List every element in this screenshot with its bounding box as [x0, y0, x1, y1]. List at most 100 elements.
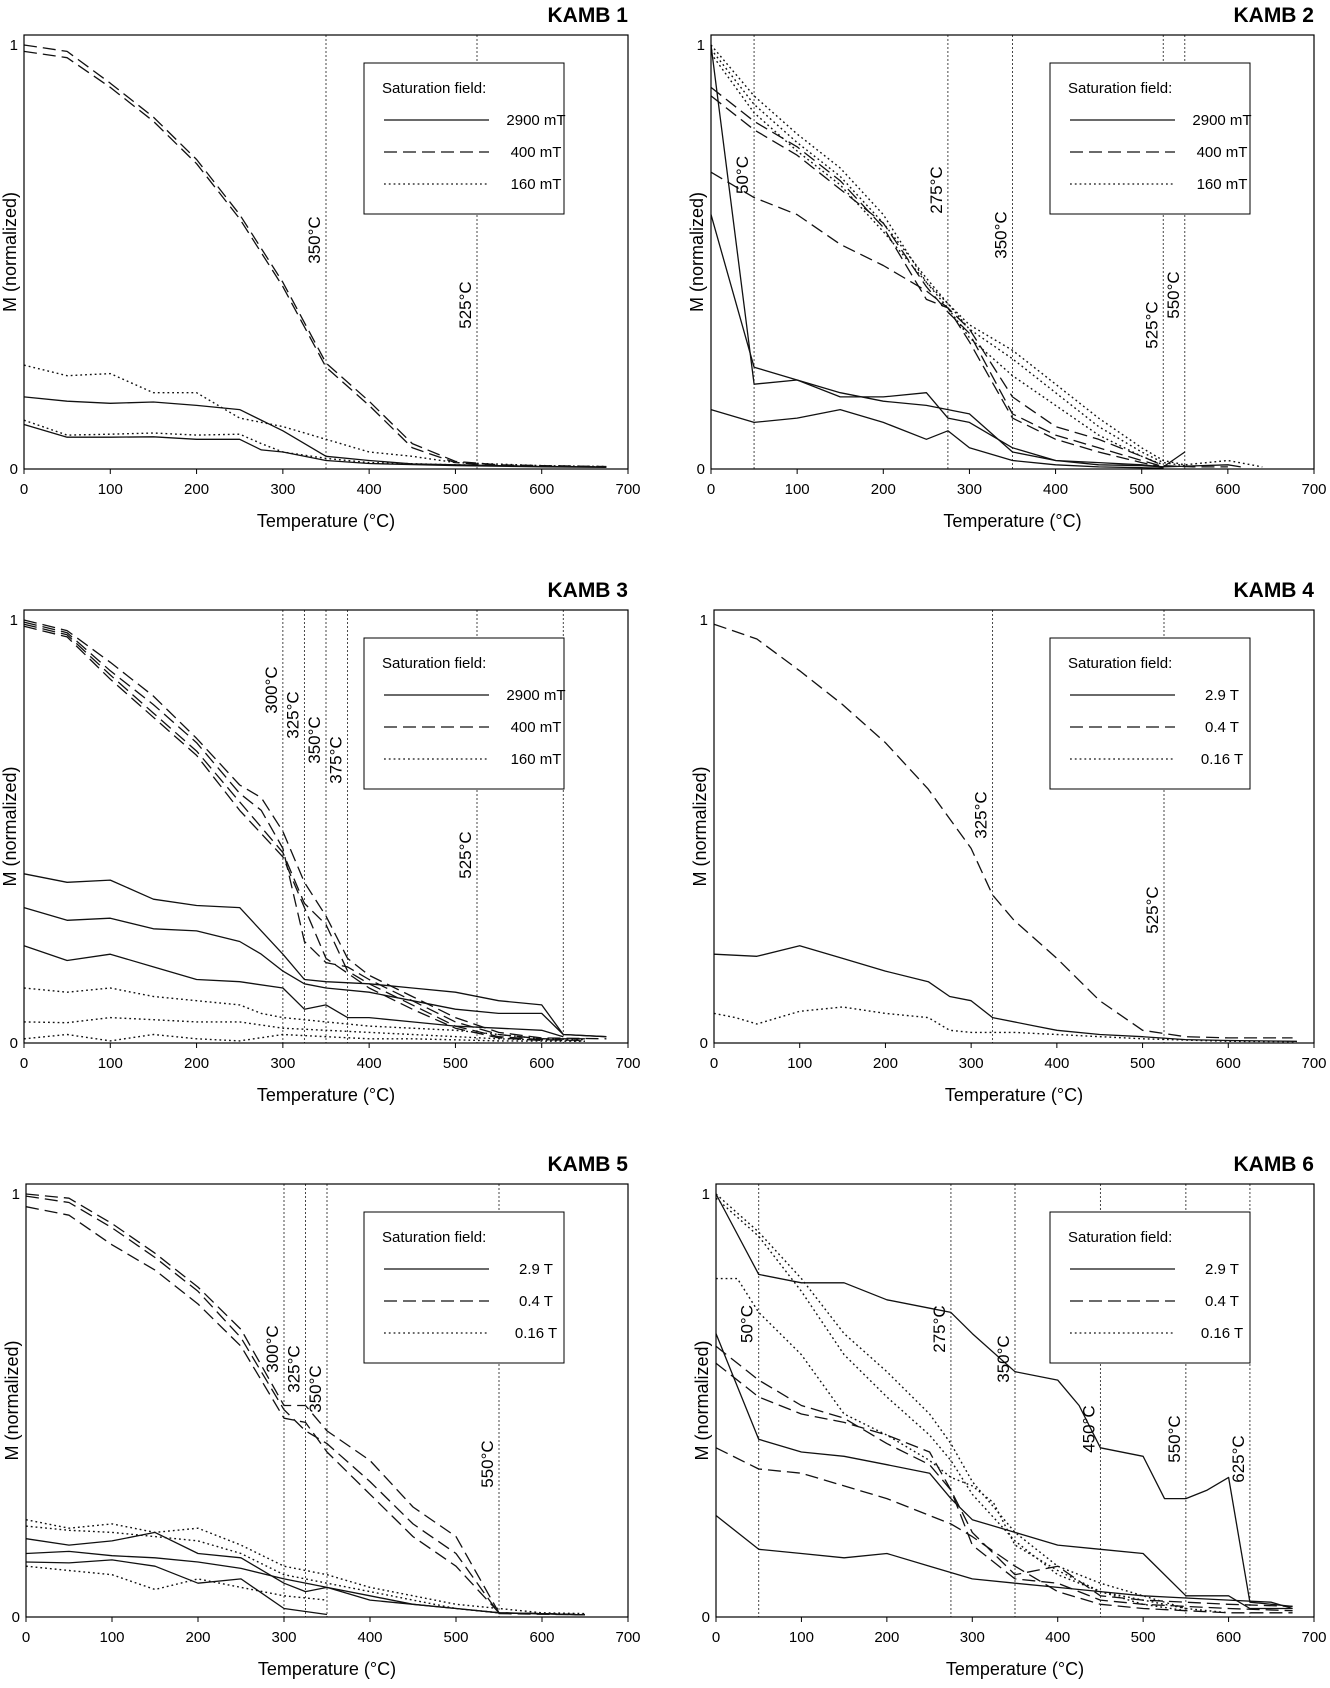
series-line-solid [710, 214, 1241, 468]
plot-frame [23, 609, 629, 1044]
chart-panel-4: KAMB 4 325°C 525°C 0 100 200 300 400 500 600 700 0 1… [690, 579, 1327, 1105]
reference-line-label: 450°C [1079, 1405, 1098, 1452]
reference-line-label: 525°C [1142, 301, 1161, 348]
series-line-dash [710, 86, 1228, 468]
x-tick-label: 500 [443, 1055, 468, 1072]
x-tick-label: 400 [1045, 1629, 1070, 1646]
legend-item-label: 0.4 T [1205, 1293, 1239, 1310]
series-line-solid [25, 1559, 328, 1616]
reference-line-label: 350°C [994, 1335, 1013, 1382]
reference-line-label: 550°C [1165, 1415, 1184, 1462]
y-axis-label: M (normalized) [690, 766, 710, 886]
x-axis-label: Temperature (°C) [257, 511, 395, 531]
reference-line-label: 525°C [1143, 886, 1162, 933]
series-line-dash [23, 625, 542, 1042]
x-tick-label: 100 [785, 481, 810, 498]
x-tick-label: 700 [1301, 1055, 1326, 1072]
x-tick-label: 700 [615, 481, 640, 498]
plot-frame [25, 1183, 629, 1618]
x-tick-label: 500 [1130, 1055, 1155, 1072]
series-line-dash [715, 1447, 1293, 1614]
series-line-dot [25, 1565, 328, 1601]
x-tick-label: 300 [957, 481, 982, 498]
y-axis-label: M (normalized) [692, 1340, 712, 1460]
y-tick-label: 1 [697, 37, 705, 54]
x-tick-label: 300 [270, 481, 295, 498]
x-tick-label: 200 [871, 481, 896, 498]
legend-item-label: 160 mT [511, 751, 562, 768]
series-line-solid [25, 1550, 586, 1616]
x-tick-label: 600 [1215, 481, 1240, 498]
panel-title: KAMB 4 [1233, 579, 1314, 602]
x-tick-label: 100 [98, 481, 123, 498]
reference-line-label: 275°C [930, 1305, 949, 1352]
x-tick-label: 200 [873, 1055, 898, 1072]
reference-line-label: 375°C [327, 736, 346, 783]
legend-title: Saturation field: [382, 655, 486, 672]
reference-line-label: 350°C [305, 216, 324, 263]
x-tick-label: 300 [959, 1055, 984, 1072]
series-line-solid [715, 1193, 1293, 1608]
series-line-dash [710, 171, 1164, 468]
series-line-dot [23, 364, 607, 468]
y-axis-label: M (normalized) [0, 766, 20, 886]
chart-panel-6: KAMB 6 50°C 275°C 350°C 450°C 550°C 625°C 0 100 2… [692, 1153, 1327, 1679]
series-line-dash [23, 621, 585, 1040]
x-tick-label: 0 [22, 1629, 30, 1646]
plot-frame [713, 609, 1315, 1044]
reference-line-label: 550°C [478, 1440, 497, 1487]
series-line-dot [713, 1006, 1297, 1043]
x-tick-label: 300 [271, 1629, 296, 1646]
series-line-dash [715, 1345, 1293, 1608]
series-line-solid [713, 945, 1297, 1042]
reference-line-label: 350°C [306, 1365, 325, 1412]
reference-line-label: 300°C [262, 666, 281, 713]
legend-box [1049, 637, 1251, 790]
legend-item-label: 0.16 T [515, 1325, 557, 1342]
series-line-dash [710, 95, 1164, 468]
series-line-dot [23, 1033, 585, 1042]
series-line-dash [25, 1206, 586, 1616]
reference-line-label: 50°C [738, 1305, 757, 1343]
legend-box [1049, 62, 1251, 215]
legend-item-label: 0.16 T [1201, 1325, 1243, 1342]
legend-title: Saturation field: [382, 80, 486, 97]
series-line-dash [23, 623, 585, 1042]
x-tick-label: 0 [20, 1055, 28, 1072]
plot-frame [710, 34, 1315, 470]
y-tick-label: 1 [702, 1186, 710, 1203]
x-tick-label: 400 [1044, 1055, 1069, 1072]
panel-title: KAMB 1 [547, 4, 628, 27]
y-tick-label: 1 [12, 1186, 20, 1203]
y-tick-label: 1 [10, 37, 18, 54]
legend: Saturation field: 2.9 T 0.4 T 0.16 T [363, 1211, 565, 1364]
y-tick-label: 0 [10, 1035, 18, 1052]
x-tick-label: 700 [615, 1629, 640, 1646]
legend-title: Saturation field: [1068, 1229, 1172, 1246]
series-line-dash [715, 1362, 1293, 1612]
reference-line-label: 550°C [1164, 271, 1183, 318]
x-tick-label: 700 [1301, 1629, 1326, 1646]
x-tick-label: 700 [1301, 481, 1326, 498]
legend: Saturation field: 2900 mT 400 mT 160 mT [363, 62, 566, 215]
y-tick-label: 1 [10, 612, 18, 629]
reference-line-label: 50°C [733, 156, 752, 194]
series-line-solid [23, 906, 607, 1038]
legend-item-label: 2.9 T [1205, 687, 1239, 704]
series-line-dot [710, 53, 1164, 466]
x-tick-label: 0 [20, 481, 28, 498]
x-axis-label: Temperature (°C) [258, 1659, 396, 1679]
x-axis-label: Temperature (°C) [945, 1085, 1083, 1105]
legend-item-label: 2900 mT [1192, 112, 1251, 129]
series-line-dot [715, 1193, 1229, 1614]
y-tick-label: 0 [700, 1035, 708, 1052]
legend-item-label: 2.9 T [519, 1261, 553, 1278]
series-line-solid [715, 1333, 1293, 1610]
legend-item-label: 0.16 T [1201, 751, 1243, 768]
x-tick-label: 600 [529, 481, 554, 498]
series-line-solid [23, 945, 564, 1038]
reference-line-label: 350°C [305, 716, 324, 763]
legend-box [363, 637, 565, 790]
series-line-solid [23, 873, 607, 1038]
